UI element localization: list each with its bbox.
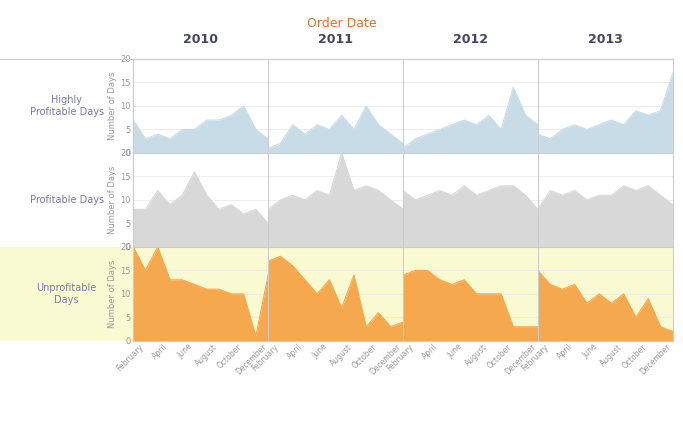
Y-axis label: Number of Days: Number of Days: [108, 166, 117, 234]
Y-axis label: Number of Days: Number of Days: [108, 72, 117, 140]
Text: Highly
Profitable Days: Highly Profitable Days: [29, 95, 104, 117]
Text: Unprofitable
Days: Unprofitable Days: [36, 283, 97, 305]
Text: 2012: 2012: [453, 33, 488, 46]
Text: Profitable Days: Profitable Days: [29, 195, 104, 205]
Text: 2010: 2010: [183, 33, 218, 46]
Y-axis label: Number of Days: Number of Days: [108, 260, 117, 328]
Text: 2011: 2011: [318, 33, 353, 46]
Text: 2013: 2013: [588, 33, 623, 46]
Text: Order Date: Order Date: [307, 17, 376, 31]
